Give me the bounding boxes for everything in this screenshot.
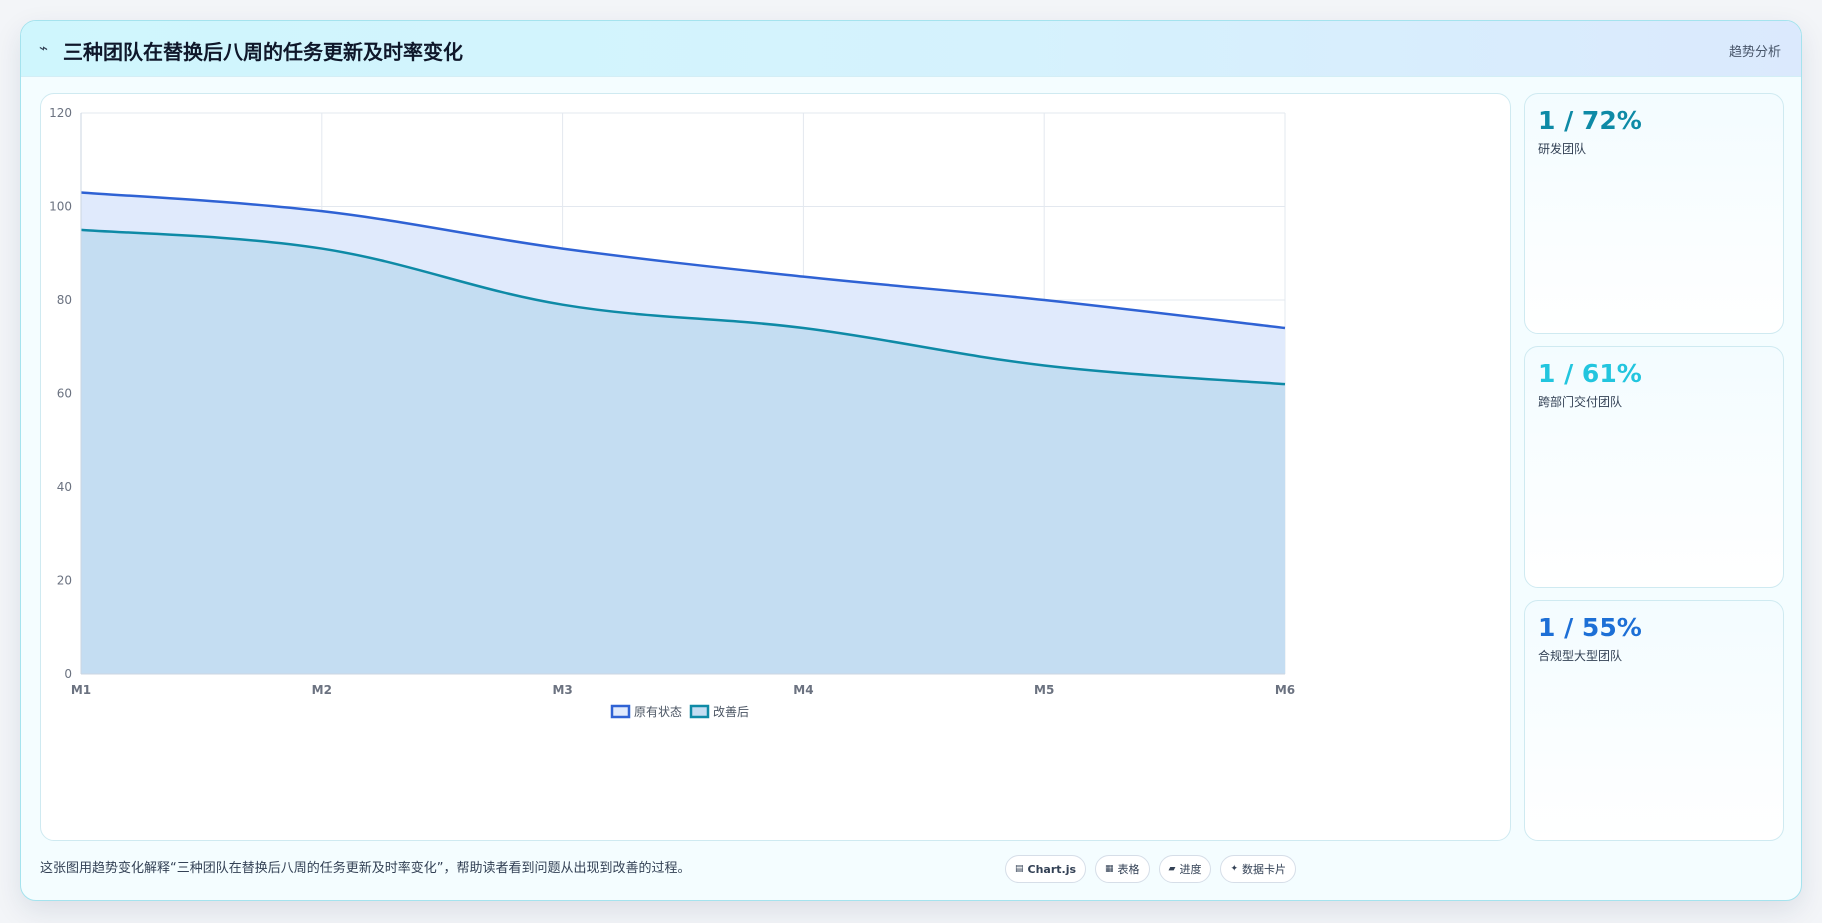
stat-card-cross-dept: 1 / 61% 跨部门交付团队 — [1524, 346, 1784, 588]
chart-panel: 0 20 40 60 80 100 120 M1 M2 M3 M4 M5 M6 原有状态 改善后 — [40, 93, 1511, 841]
area-chart: 0 20 40 60 80 100 120 M1 M2 M3 M4 M5 M6 原有状态 改善后 — [49, 106, 1295, 719]
chart-icon: ▤ — [1015, 864, 1024, 874]
stat-value: 1 / 55% — [1538, 613, 1642, 642]
legend-swatch — [610, 704, 631, 719]
x-tick-label: M2 — [312, 683, 332, 697]
legend[interactable]: 原有状态 改善后 — [610, 704, 749, 719]
stat-card-compliance: 1 / 55% 合规型大型团队 — [1524, 600, 1784, 841]
data-card-icon: ✦ — [1230, 864, 1239, 874]
chip-progress[interactable]: ▰ 进度 — [1158, 855, 1212, 883]
stat-value: 1 / 61% — [1538, 359, 1642, 388]
chip-label: 表格 — [1117, 863, 1140, 876]
series-areas — [80, 191, 1286, 674]
y-tick-label: 80 — [57, 293, 72, 307]
y-tick-label: 60 — [57, 387, 72, 401]
chart-description: 这张图用趋势变化解释“三种团队在替换后八周的任务更新及时率变化”，帮助读者看到问… — [40, 861, 691, 876]
series-original-line — [80, 191, 1286, 330]
trend-icon: ⌁ — [39, 39, 49, 57]
progress-icon: ▰ — [1168, 864, 1176, 874]
axes: 0 20 40 60 80 100 120 M1 M2 M3 M4 M5 M6 — [49, 106, 1295, 697]
chart-card: ⌁ 三种团队在替换后八周的任务更新及时率变化 趋势分析 0 20 40 60 80 100… — [20, 20, 1802, 901]
card-header: ⌁ 三种团队在替换后八周的任务更新及时率变化 趋势分析 — [21, 21, 1801, 77]
y-tick-label: 0 — [64, 667, 72, 681]
x-tick-label: M4 — [793, 683, 813, 697]
table-icon: ▦ — [1105, 864, 1114, 874]
legend-label: 原有状态 — [634, 705, 682, 719]
x-tick-label: M6 — [1275, 683, 1295, 697]
x-tick-label: M3 — [552, 683, 572, 697]
x-tick-label: M1 — [71, 683, 91, 697]
legend-label: 改善后 — [713, 704, 749, 719]
y-tick-label: 40 — [57, 480, 72, 494]
chart-title: 三种团队在替换后八周的任务更新及时率变化 — [63, 40, 463, 64]
chip-data-card[interactable]: ✦ 数据卡片 — [1220, 855, 1297, 883]
y-tick-label: 20 — [57, 574, 72, 588]
stat-label: 跨部门交付团队 — [1538, 395, 1623, 409]
category-tag: 趋势分析 — [1728, 45, 1781, 60]
legend-swatch — [689, 704, 710, 719]
stat-label: 研发团队 — [1538, 142, 1587, 156]
chip-label: 数据卡片 — [1242, 863, 1287, 876]
series-improved-area — [81, 229, 1285, 674]
chip-label: Chart.js — [1027, 862, 1077, 876]
stat-card-rd: 1 / 72% 研发团队 — [1524, 93, 1784, 334]
x-tick-label: M5 — [1034, 683, 1054, 697]
y-tick-label: 120 — [49, 106, 72, 120]
series-improved-line — [80, 228, 1286, 386]
legend-item-series-improved[interactable]: 改善后 — [689, 704, 749, 719]
chip-label: 进度 — [1179, 863, 1202, 876]
stat-value: 1 / 72% — [1538, 106, 1642, 135]
stat-label: 合规型大型团队 — [1538, 649, 1623, 663]
chip-table[interactable]: ▦ 表格 — [1095, 855, 1150, 883]
y-tick-label: 100 — [49, 200, 72, 214]
chip-chartjs[interactable]: ▤ Chart.js — [1005, 855, 1087, 883]
legend-item-series-original[interactable]: 原有状态 — [610, 704, 682, 719]
feature-chips: ▤ Chart.js ▦ 表格 ▰ 进度 ✦ 数据卡片 — [1005, 855, 1297, 883]
